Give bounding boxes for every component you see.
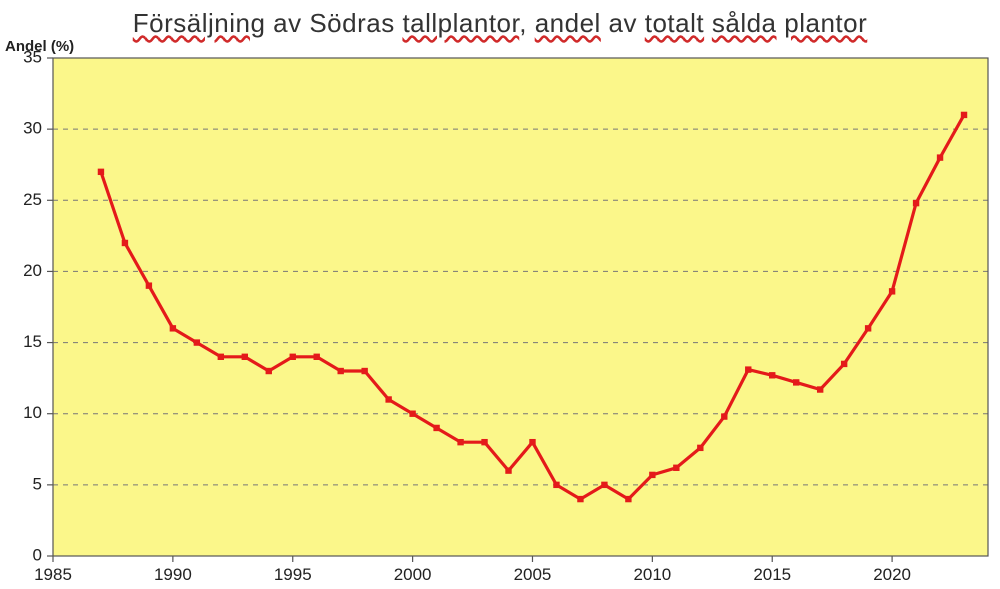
data-marker [314, 354, 320, 360]
plot-background [53, 58, 988, 556]
data-marker [769, 372, 775, 378]
data-marker [505, 467, 511, 473]
data-marker [817, 386, 823, 392]
data-marker [913, 200, 919, 206]
data-marker [961, 112, 967, 118]
data-marker [98, 169, 104, 175]
data-marker [793, 379, 799, 385]
y-tick-label: 0 [33, 545, 42, 564]
data-marker [266, 368, 272, 374]
x-tick-label: 2005 [514, 565, 552, 584]
data-marker [361, 368, 367, 374]
data-marker [889, 288, 895, 294]
y-tick-label: 10 [23, 403, 42, 422]
data-marker [529, 439, 535, 445]
data-marker [577, 496, 583, 502]
data-marker [673, 465, 679, 471]
data-marker [433, 425, 439, 431]
data-marker [625, 496, 631, 502]
x-tick-label: 1990 [154, 565, 192, 584]
data-marker [194, 339, 200, 345]
x-tick-label: 1985 [34, 565, 72, 584]
chart-container: Försäljning av Södras tallplantor, andel… [0, 0, 1000, 589]
data-marker [409, 411, 415, 417]
x-tick-label: 2010 [633, 565, 671, 584]
y-tick-label: 30 [23, 119, 42, 138]
data-marker [865, 325, 871, 331]
data-marker [457, 439, 463, 445]
y-tick-label: 35 [23, 47, 42, 66]
data-marker [649, 472, 655, 478]
data-marker [170, 325, 176, 331]
data-marker [146, 282, 152, 288]
data-marker [601, 482, 607, 488]
data-marker [697, 445, 703, 451]
y-tick-label: 25 [23, 190, 42, 209]
x-tick-label: 2020 [873, 565, 911, 584]
chart-svg: 1985 1990 1995 2000 2005 2010 2015 2020 0 5 10 15 20… [0, 0, 1000, 589]
y-tick-label: 5 [33, 474, 42, 493]
data-marker [553, 482, 559, 488]
data-marker [337, 368, 343, 374]
data-marker [218, 354, 224, 360]
x-tick-label: 2015 [753, 565, 791, 584]
data-marker [242, 354, 248, 360]
data-marker [385, 396, 391, 402]
data-marker [481, 439, 487, 445]
data-marker [841, 361, 847, 367]
data-marker [122, 240, 128, 246]
data-marker [721, 413, 727, 419]
y-tick-label: 15 [23, 332, 42, 351]
y-tick-label: 20 [23, 261, 42, 280]
data-marker [937, 154, 943, 160]
data-marker [745, 366, 751, 372]
data-marker [290, 354, 296, 360]
x-tick-label: 2000 [394, 565, 432, 584]
x-tick-label: 1995 [274, 565, 312, 584]
